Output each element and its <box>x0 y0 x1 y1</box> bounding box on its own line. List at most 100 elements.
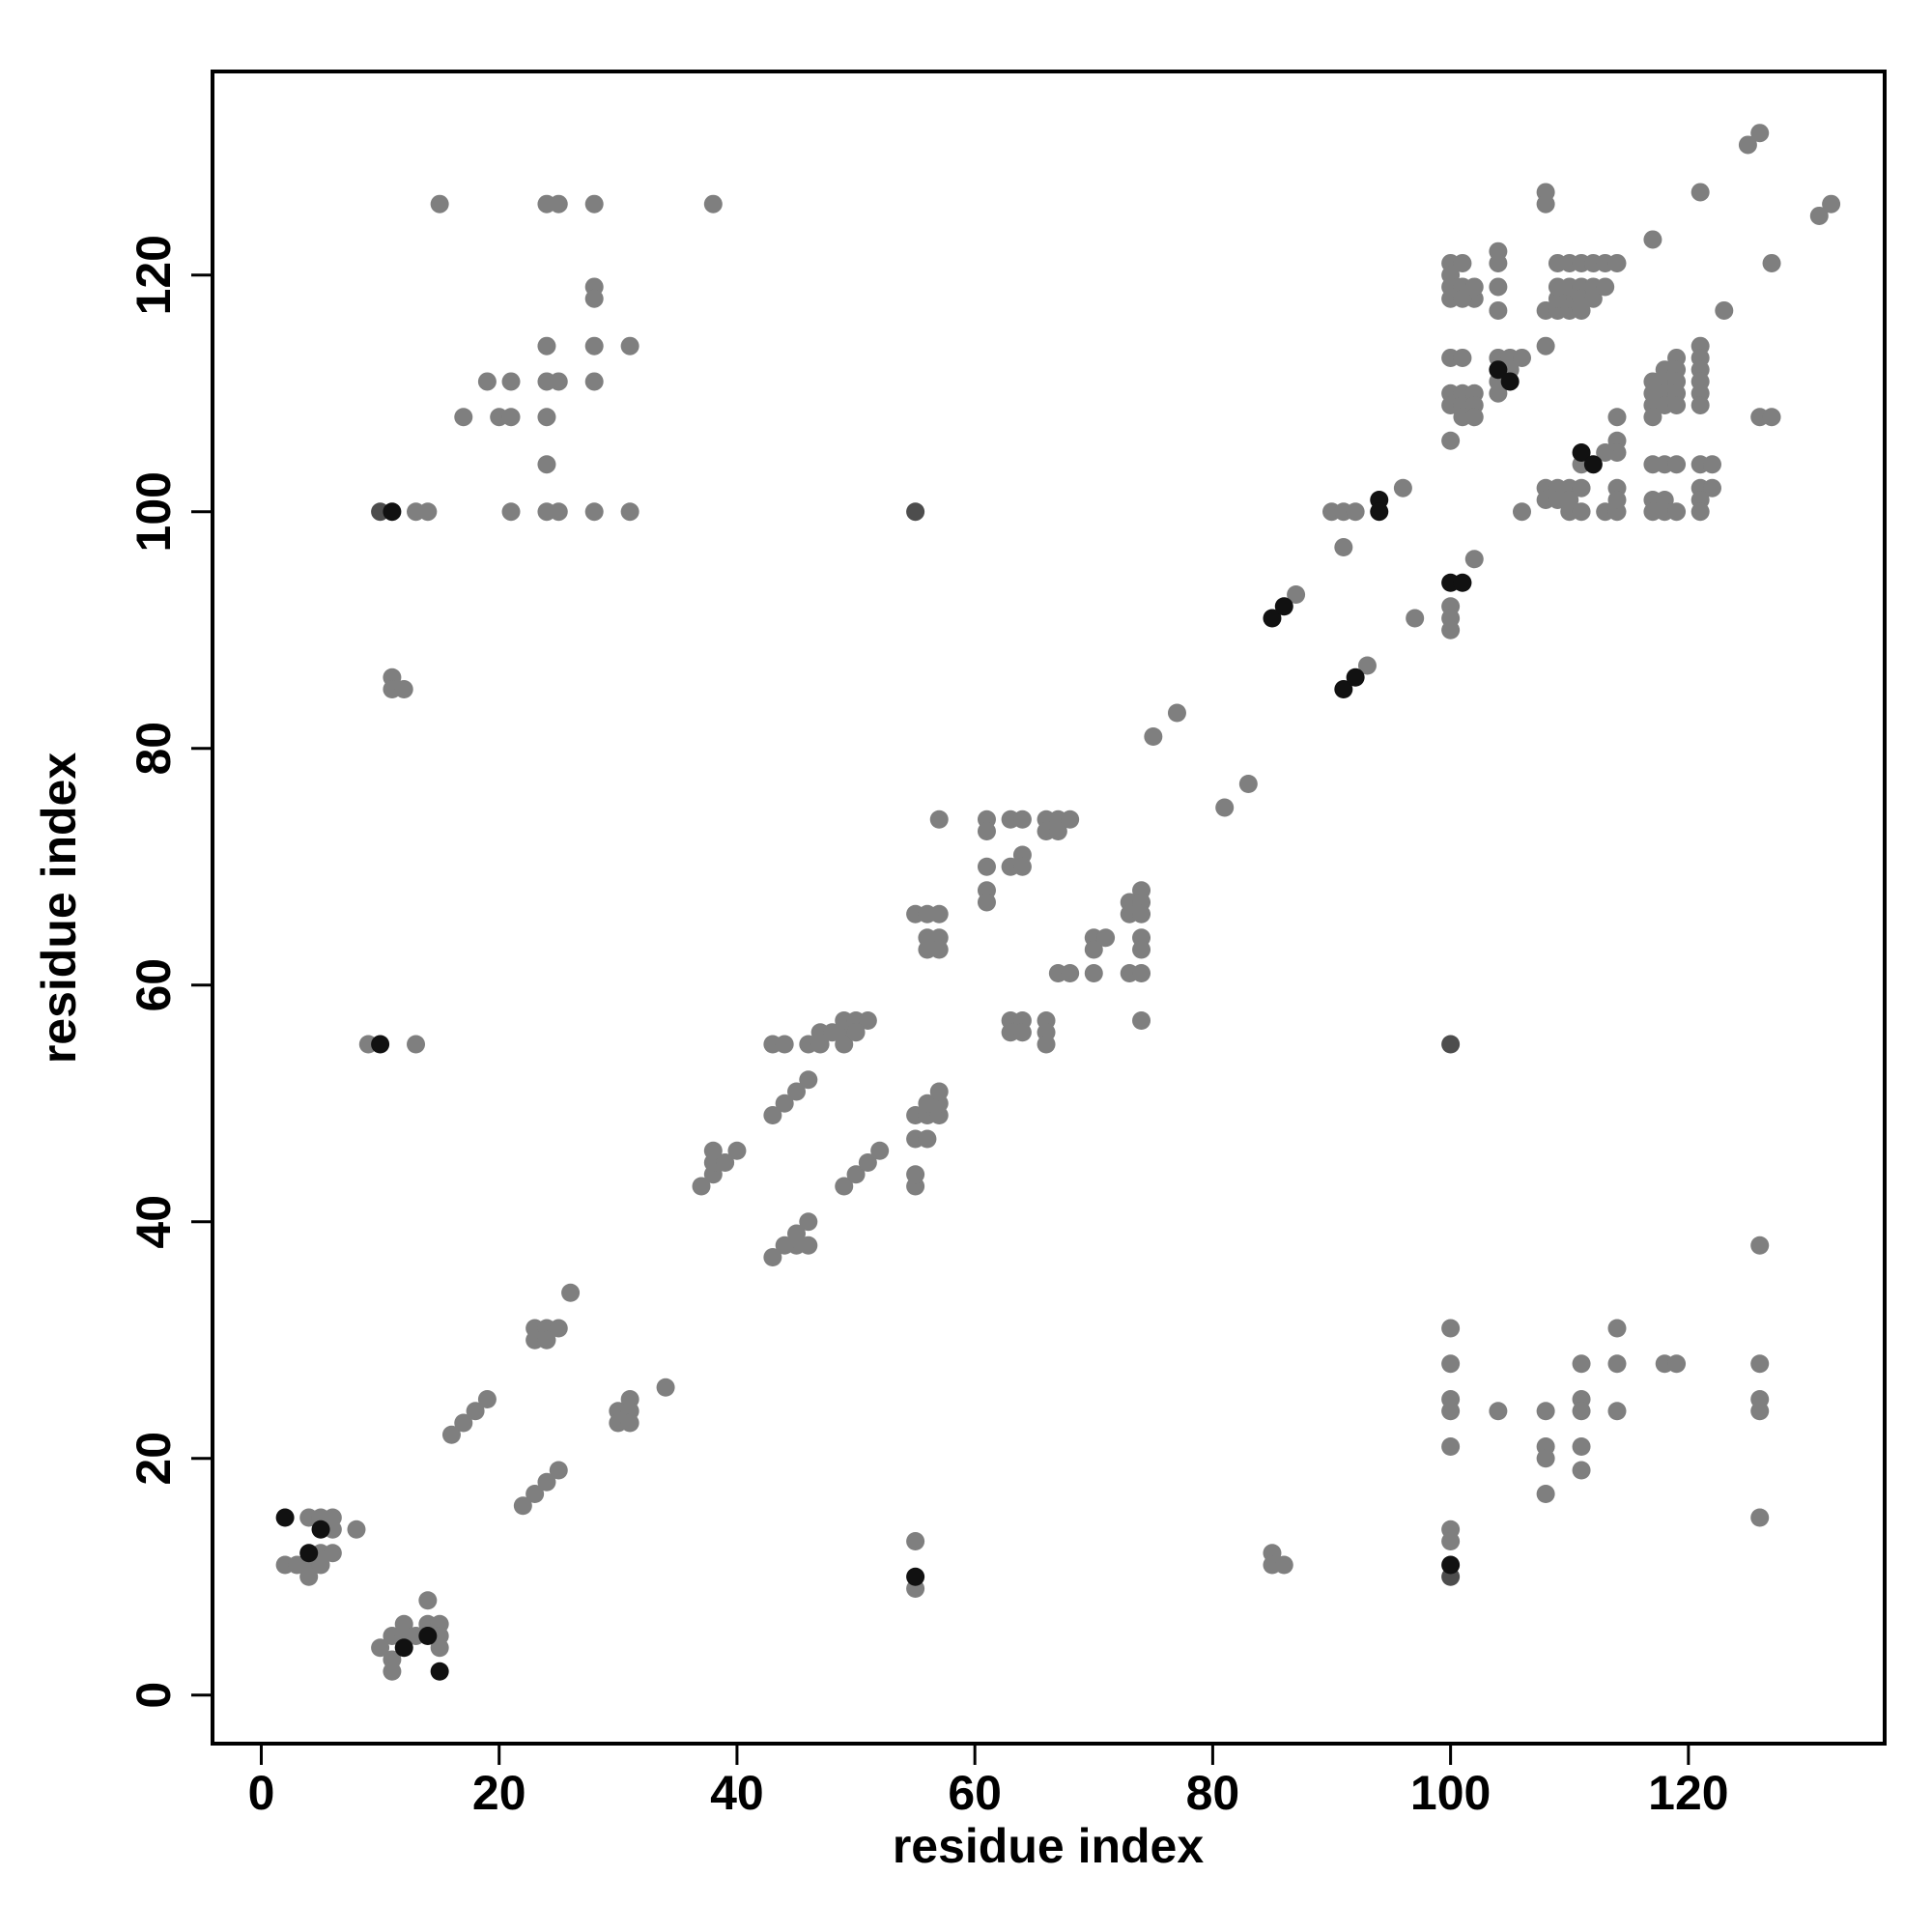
point <box>1489 384 1508 403</box>
point <box>1809 206 1829 225</box>
point <box>1346 668 1365 687</box>
point <box>1572 442 1591 462</box>
point <box>1464 408 1484 427</box>
point <box>1441 1319 1461 1338</box>
point <box>763 1105 782 1124</box>
y-tick-label: 100 <box>127 471 181 552</box>
point <box>1572 1437 1591 1457</box>
point <box>1667 1354 1687 1374</box>
point <box>1061 963 1080 982</box>
point <box>1607 1402 1627 1421</box>
point <box>584 502 604 522</box>
point <box>1690 395 1710 414</box>
x-tick-label: 40 <box>710 1766 764 1820</box>
point <box>1489 277 1508 297</box>
point <box>323 1544 342 1563</box>
point <box>1690 502 1710 522</box>
point <box>906 1165 925 1184</box>
point <box>1750 1508 1770 1527</box>
point <box>1489 360 1508 380</box>
point <box>1453 253 1472 272</box>
point <box>1084 940 1103 959</box>
point <box>1583 289 1603 308</box>
point <box>501 502 521 522</box>
point <box>1690 183 1710 202</box>
point <box>1012 1023 1032 1042</box>
point <box>799 1212 818 1232</box>
point <box>870 1141 890 1160</box>
point <box>1274 1555 1293 1575</box>
point <box>1084 963 1103 982</box>
point <box>906 502 925 522</box>
point <box>383 1662 402 1681</box>
point <box>835 1177 854 1196</box>
point <box>1132 940 1151 959</box>
point <box>1536 1402 1555 1421</box>
point <box>1346 502 1365 522</box>
point <box>775 1094 794 1113</box>
point <box>584 194 604 213</box>
point <box>1702 478 1721 497</box>
point <box>311 1520 330 1539</box>
point <box>929 904 949 923</box>
point <box>347 1520 366 1539</box>
point <box>1037 1035 1056 1054</box>
point <box>394 679 413 698</box>
point <box>1144 726 1163 746</box>
point <box>1750 1236 1770 1255</box>
point <box>584 336 604 355</box>
point <box>799 1070 818 1090</box>
point <box>513 1496 532 1516</box>
point <box>1464 550 1484 569</box>
y-tick-label: 20 <box>127 1432 181 1486</box>
point <box>763 1248 782 1267</box>
point <box>549 1319 568 1338</box>
x-tick-label: 20 <box>472 1766 526 1820</box>
point <box>716 1152 735 1172</box>
point <box>1572 1354 1591 1374</box>
point <box>394 1638 413 1658</box>
point <box>1762 253 1781 272</box>
point <box>1607 490 1627 509</box>
point <box>1357 656 1377 675</box>
point <box>418 502 438 522</box>
point <box>275 1508 295 1527</box>
point <box>1536 1449 1555 1468</box>
point <box>311 1555 330 1575</box>
point <box>1489 1402 1508 1421</box>
point <box>786 1082 806 1101</box>
point <box>299 1544 319 1563</box>
y-tick-label: 40 <box>127 1195 181 1249</box>
point <box>1334 679 1353 698</box>
point <box>1441 1555 1461 1575</box>
point <box>1441 1354 1461 1374</box>
point <box>430 1638 449 1658</box>
point <box>1441 1437 1461 1457</box>
point <box>929 1082 949 1101</box>
point <box>1596 442 1615 462</box>
point <box>1667 502 1687 522</box>
point <box>786 1224 806 1243</box>
point <box>1441 1035 1461 1054</box>
point <box>1596 277 1615 297</box>
y-tick-label: 60 <box>127 958 181 1012</box>
point <box>1750 1354 1770 1374</box>
point <box>1132 1010 1151 1030</box>
x-tick-label: 60 <box>948 1766 1002 1820</box>
point <box>1238 774 1258 793</box>
point <box>775 1236 794 1255</box>
x-tick-label: 0 <box>248 1766 275 1820</box>
point <box>537 336 556 355</box>
point <box>1512 502 1531 522</box>
y-tick-label: 0 <box>127 1682 181 1709</box>
y-tick-label: 80 <box>127 722 181 776</box>
point <box>1607 253 1627 272</box>
point <box>1536 194 1555 213</box>
point <box>1441 620 1461 639</box>
point <box>1572 1402 1591 1421</box>
point <box>1643 230 1662 249</box>
point <box>1500 372 1520 391</box>
point <box>906 1532 925 1551</box>
point <box>1536 336 1555 355</box>
